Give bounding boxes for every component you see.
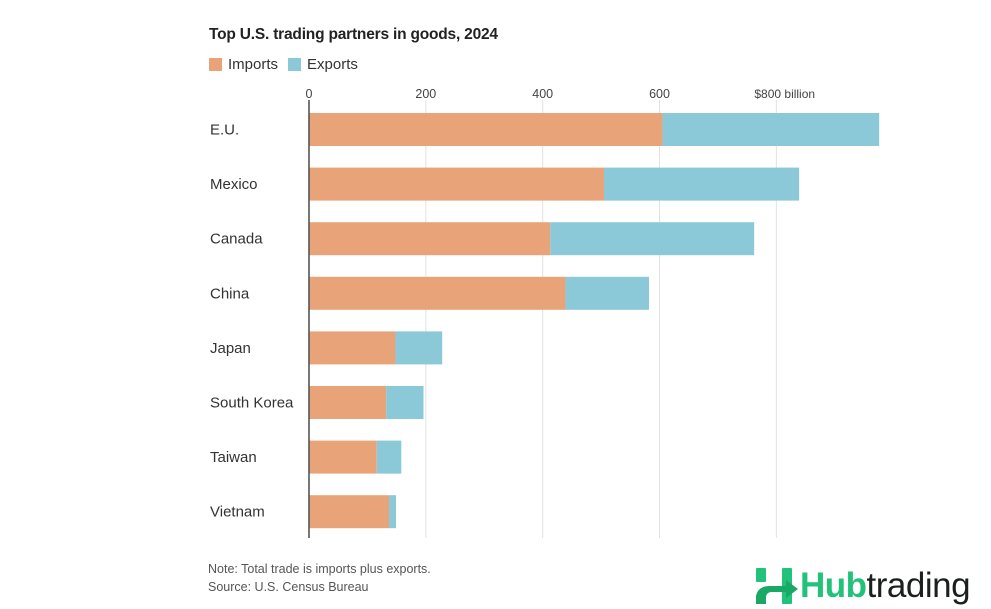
category-label: China [210, 285, 250, 302]
legend-swatch-imports [209, 58, 222, 71]
note-text: Note: Total trade is imports plus export… [208, 562, 431, 576]
bar-exports [604, 167, 800, 201]
category-label: E.U. [210, 122, 239, 139]
legend-item-exports: Exports [288, 56, 358, 73]
x-tick-label: 200 [415, 87, 436, 101]
x-tick-label: 400 [532, 87, 553, 101]
bar-exports [550, 222, 755, 256]
legend-label-exports: Exports [307, 56, 358, 73]
chart-footnote: Note: Total trade is imports plus export… [208, 560, 431, 596]
bar-imports [309, 113, 663, 146]
brand-name-hub: Hub [800, 566, 867, 605]
brand-name: Hubtrading [800, 566, 971, 606]
x-tick-label: $800 billion [754, 87, 815, 101]
bar-imports [309, 331, 396, 365]
chart-title: Top U.S. trading partners in goods, 2024 [209, 26, 498, 43]
chart-legend: Imports Exports [209, 56, 368, 73]
brand-logo: Hubtrading [754, 566, 971, 606]
bar-exports [386, 386, 424, 419]
brand-name-trading: trading [866, 566, 971, 605]
bar-exports [662, 113, 880, 146]
source-text: Source: U.S. Census Bureau [208, 580, 369, 594]
x-tick-label: 600 [649, 87, 670, 101]
bar-imports [309, 167, 605, 201]
bar-imports [309, 386, 387, 419]
bar-exports [395, 331, 443, 365]
bar-imports [309, 495, 390, 529]
legend-item-imports: Imports [209, 56, 278, 73]
legend-label-imports: Imports [228, 56, 279, 73]
x-tick-label: 0 [306, 87, 313, 101]
category-label: Canada [210, 231, 263, 248]
category-label: Mexico [210, 176, 258, 193]
bar-imports [309, 440, 377, 474]
hubtrading-logo-icon [756, 568, 798, 604]
category-label: Taiwan [210, 449, 257, 466]
bar-exports [376, 440, 402, 474]
bar-imports [309, 222, 551, 256]
bar-exports [565, 276, 650, 310]
bar-exports [389, 495, 397, 529]
legend-swatch-exports [288, 58, 302, 71]
bar-imports [309, 276, 566, 310]
category-label: Vietnam [210, 504, 265, 521]
category-label: Japan [210, 340, 251, 357]
category-label: South Korea [210, 395, 294, 412]
